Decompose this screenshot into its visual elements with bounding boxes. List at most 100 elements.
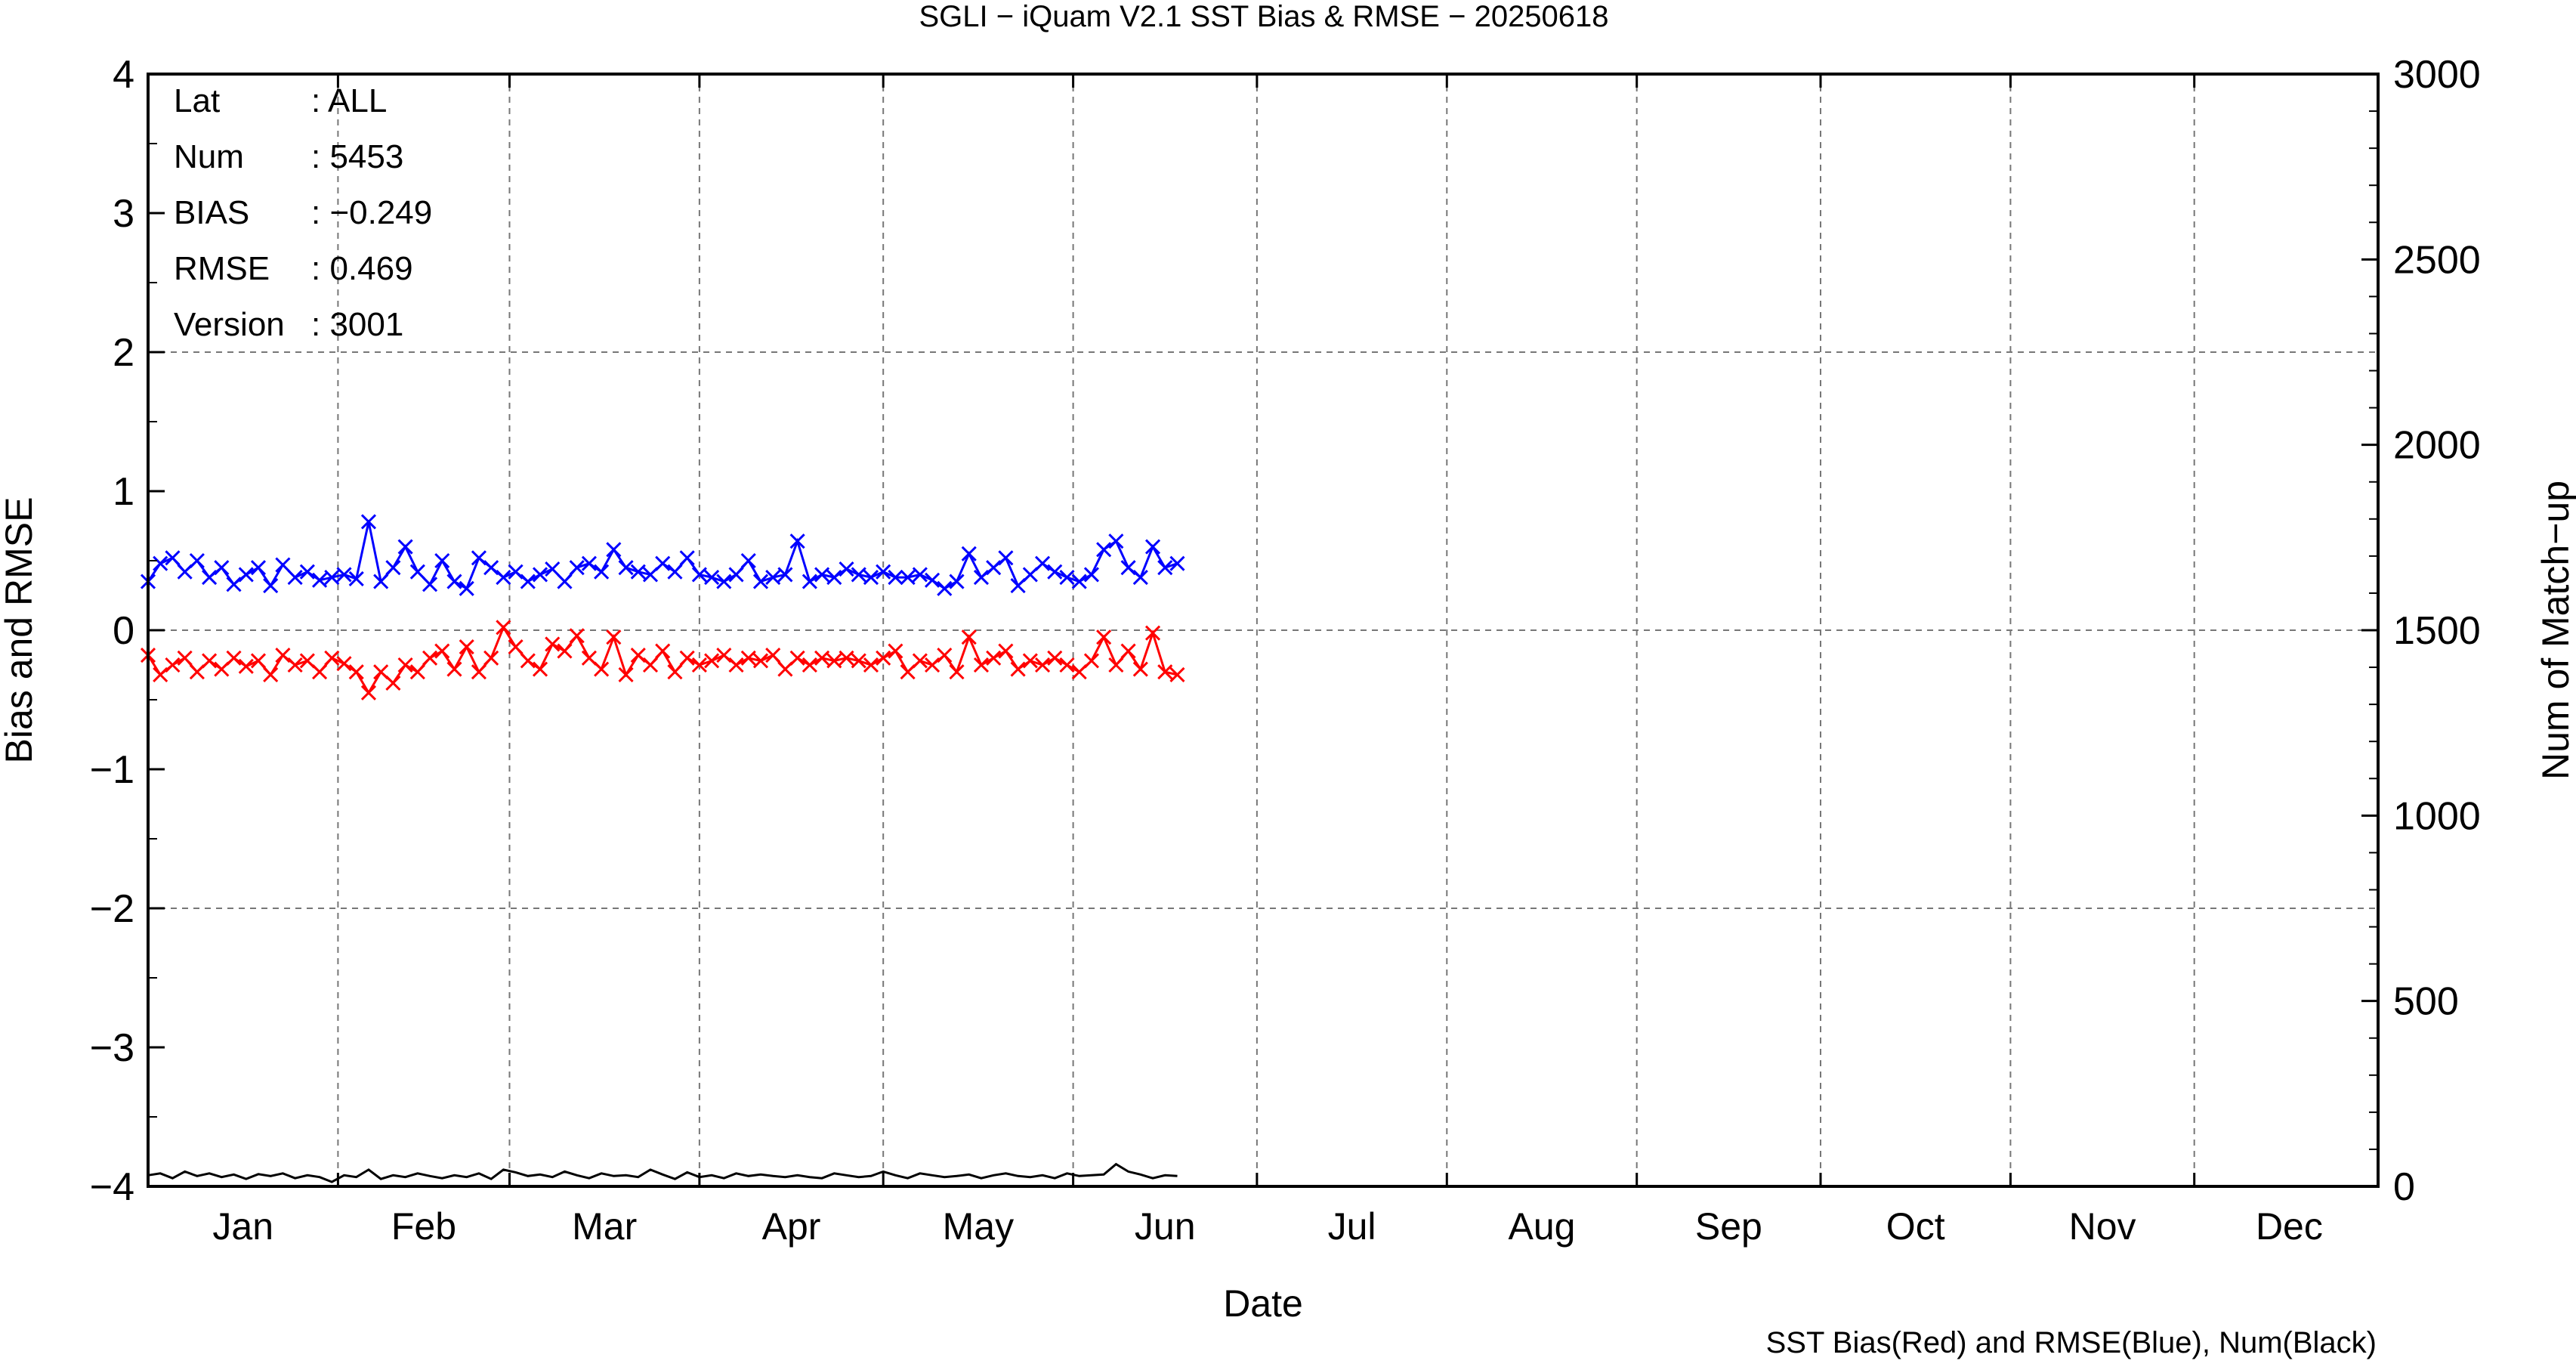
rmse-point [360, 514, 377, 530]
rmse-point [348, 571, 364, 586]
rmse-point [839, 561, 854, 577]
bias-point [606, 629, 622, 645]
bias-point [1034, 657, 1051, 673]
bias-point [557, 643, 573, 659]
bias-point [226, 650, 242, 666]
rmse-point [287, 570, 303, 586]
rmse-point [814, 567, 830, 583]
bias-point [1157, 664, 1173, 680]
x-tick-label: Aug [1509, 1205, 1576, 1248]
rmse-point [986, 560, 1002, 576]
rmse-point [545, 561, 561, 577]
rmse-point [373, 574, 389, 589]
bias-point [839, 650, 854, 666]
rmse-point [802, 574, 817, 589]
bias-point [876, 650, 891, 666]
bias-point [826, 653, 842, 669]
bias-point [802, 657, 817, 673]
rmse-point [496, 570, 511, 586]
y-left-tick-label: −3 [90, 1026, 134, 1070]
stats-value: : 0.469 [311, 250, 413, 287]
rmse-point [1096, 542, 1112, 558]
bias-point [532, 661, 548, 677]
rmse-point [1010, 578, 1026, 594]
rmse-point [900, 570, 916, 586]
bias-point [1059, 657, 1075, 673]
rmse-point [777, 567, 793, 583]
rmse-point [1059, 570, 1075, 586]
rmse-point [520, 574, 536, 589]
stats-key: RMSE [174, 250, 270, 287]
rmse-point [165, 550, 181, 566]
bias-point [153, 666, 168, 682]
stats-key: Num [174, 138, 244, 175]
bias-point [177, 650, 193, 666]
bias-point [973, 657, 990, 673]
rmse-point [214, 560, 230, 576]
rmse-point [630, 564, 646, 580]
y-right-tick-label: 2000 [2393, 424, 2481, 468]
bias-point [655, 643, 671, 659]
x-tick-label: Jun [1135, 1205, 1196, 1248]
rmse-point [238, 567, 254, 583]
rmse-point [1083, 567, 1099, 583]
bias-point [385, 675, 401, 691]
rmse-point [1120, 560, 1136, 576]
rmse-point [594, 564, 610, 580]
rmse-point [446, 574, 462, 589]
bias-point [937, 648, 953, 663]
bias-point [716, 648, 732, 663]
bias-point [752, 653, 769, 669]
bias-point [630, 648, 646, 663]
rmse-point [851, 567, 866, 583]
rmse-point [459, 580, 474, 596]
bias-point [459, 639, 474, 655]
label-layer: Jan Feb Mar Apr May Jun Jul Aug Sep Oct Nov Dec −4 −3… [90, 53, 2481, 1248]
bias-point [925, 657, 941, 673]
rmse-point [949, 574, 965, 589]
bias-point [496, 620, 511, 636]
rmse-point [789, 533, 805, 549]
rmse-point [1132, 570, 1148, 586]
grid-layer [148, 74, 2378, 1186]
x-tick-label: Nov [2069, 1205, 2136, 1248]
rmse-point [863, 570, 879, 586]
bias-point [1096, 629, 1112, 645]
bias-point [728, 657, 744, 673]
bias-point [446, 661, 462, 677]
num-line [147, 1162, 1178, 1183]
rmse-point [728, 567, 744, 583]
rmse-point [752, 574, 769, 589]
bias-point [569, 628, 585, 644]
rmse-point [667, 564, 683, 580]
x-axis-label: Date [1223, 1282, 1303, 1325]
bias-point [324, 650, 340, 666]
bias-point [189, 664, 205, 680]
bias-point [777, 661, 793, 677]
rmse-point [557, 574, 573, 589]
bias-point [263, 666, 279, 682]
rmse-point [153, 555, 168, 571]
bias-point [250, 653, 267, 669]
bias-point [214, 661, 230, 677]
rmse-point [1144, 539, 1161, 555]
rmse-point [189, 552, 205, 569]
rmse-point [1157, 560, 1173, 576]
bias-point [789, 650, 805, 666]
rmse-point [569, 560, 585, 576]
bias-point [961, 629, 977, 645]
rmse-point [508, 564, 524, 580]
bias-point [642, 657, 659, 673]
bias-point [581, 650, 597, 666]
bias-point [312, 664, 328, 680]
rmse-point [961, 546, 977, 561]
bias-point [1120, 643, 1136, 659]
rmse-point [312, 572, 328, 588]
rmse-point [1022, 567, 1038, 583]
rmse-point [679, 550, 695, 566]
bias-point [299, 653, 315, 669]
rmse-point [250, 560, 267, 576]
stats-key: Version [174, 306, 285, 343]
